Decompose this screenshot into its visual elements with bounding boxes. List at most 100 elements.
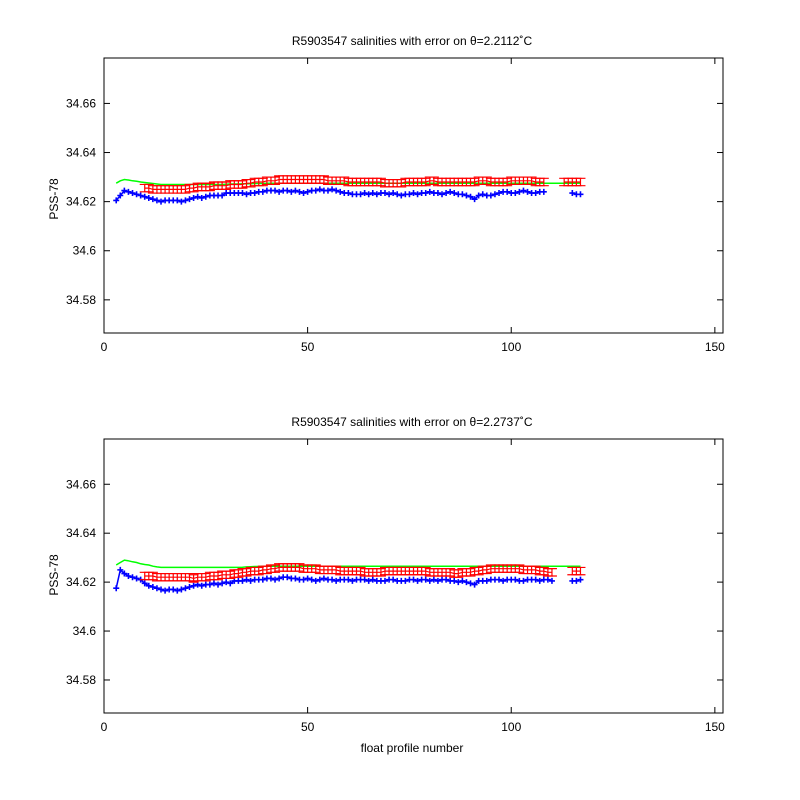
top-blue-data-point — [272, 187, 279, 194]
top-blue-data-point — [202, 193, 209, 200]
top-blue-data-point — [386, 191, 393, 198]
bottom-blue-data-point — [259, 576, 266, 583]
top-blue-data-point — [284, 187, 291, 194]
top-y-tick-label: 34.62 — [66, 195, 96, 209]
top-blue-data-point — [251, 190, 258, 197]
top-y-tick-label: 34.58 — [66, 293, 96, 307]
bottom-blue-data-point — [422, 576, 429, 583]
bottom-blue-data-point — [483, 577, 490, 584]
bottom-blue-data-point — [369, 576, 376, 583]
bottom-blue-data-point — [402, 577, 409, 584]
bottom-blue-data-point — [284, 574, 291, 581]
bottom-blue-data-point — [573, 577, 580, 584]
bottom-blue-data-point — [198, 582, 205, 589]
top-blue-data-point — [447, 188, 454, 195]
bottom-x-tick-label: 0 — [101, 720, 108, 734]
bottom-series-layer — [113, 559, 586, 594]
top-blue-data-point — [129, 190, 136, 197]
bottom-blue-data-point — [158, 586, 165, 593]
bottom-blue-data-point — [170, 586, 177, 593]
bottom-blue-data-point — [206, 581, 213, 588]
top-plot-area: 0 50 100 150 34.58 34.6 34.62 34.64 34.66 — [66, 57, 725, 354]
top-blue-data-point — [475, 192, 482, 199]
top-blue-data-point — [117, 192, 124, 199]
bottom-blue-data-point — [455, 579, 462, 586]
bottom-x-tick-label: 50 — [301, 720, 315, 734]
bottom-blue-data-point — [145, 582, 152, 589]
bottom-red-error-bar — [575, 566, 586, 576]
top-blue-data-point — [190, 194, 197, 201]
bottom-blue-data-point — [520, 577, 527, 584]
top-blue-data-point — [292, 187, 299, 194]
bottom-blue-data-point — [129, 574, 136, 581]
top-blue-data-point — [324, 187, 331, 194]
bottom-blue-data-point — [548, 577, 555, 584]
bottom-blue-data-point — [186, 584, 193, 591]
bottom-red-error-bar — [546, 568, 557, 577]
top-blue-data-point — [532, 190, 539, 197]
top-blue-data-point — [443, 190, 450, 197]
bottom-blue-data-point — [471, 581, 478, 588]
top-blue-data-point — [516, 188, 523, 195]
top-blue-data-point — [422, 190, 429, 197]
bottom-blue-data-point — [459, 577, 466, 584]
bottom-blue-data-point — [410, 576, 417, 583]
bottom-blue-data-point — [532, 576, 539, 583]
bottom-y-tick-label: 34.66 — [66, 477, 96, 491]
top-blue-data-point — [243, 191, 250, 198]
top-blue-data-point — [259, 188, 266, 195]
bottom-blue-data-point — [463, 579, 470, 586]
top-blue-data-point — [381, 190, 388, 197]
top-blue-data-point — [182, 197, 189, 204]
top-blue-data-point — [133, 191, 140, 198]
bottom-blue-data-point — [133, 575, 140, 582]
top-blue-data-point — [439, 191, 446, 198]
top-blue-data-point — [569, 190, 576, 197]
top-blue-data-point — [390, 190, 397, 197]
bottom-blue-data-point — [361, 576, 368, 583]
bottom-x-tick-label: 150 — [705, 720, 725, 734]
bottom-blue-data-point — [414, 577, 421, 584]
top-blue-data-point — [426, 188, 433, 195]
bottom-blue-data-point — [178, 586, 185, 593]
top-blue-data-point — [398, 192, 405, 199]
bottom-blue-data-point — [390, 576, 397, 583]
top-blue-data-point — [153, 197, 160, 204]
top-blue-data-point — [149, 196, 156, 203]
top-blue-data-point — [316, 186, 323, 193]
bottom-blue-data-point — [243, 576, 250, 583]
top-panel: R5903547 salinities with error on θ=2.21… — [47, 34, 725, 354]
top-blue-data-point — [145, 194, 152, 201]
top-blue-data-point — [414, 191, 421, 198]
bottom-blue-data-point — [276, 575, 283, 582]
top-blue-data-point — [451, 190, 458, 197]
bottom-blue-data-point — [267, 575, 274, 582]
top-blue-data-point — [300, 190, 307, 197]
top-blue-data-point — [459, 191, 466, 198]
bottom-plot-area: 0 50 100 150 34.58 34.6 34.62 34.64 34.66 — [66, 438, 725, 734]
bottom-blue-data-point — [174, 587, 181, 594]
bottom-blue-data-point — [239, 577, 246, 584]
top-blue-data-point — [540, 188, 547, 195]
top-blue-data-point — [434, 190, 441, 197]
top-blue-data-point — [219, 192, 226, 199]
top-blue-data-point — [345, 190, 352, 197]
bottom-blue-data-point — [300, 576, 307, 583]
top-blue-data-point — [365, 191, 372, 198]
top-blue-data-point — [178, 198, 185, 205]
bottom-blue-data-point — [443, 576, 450, 583]
bottom-blue-data-point — [434, 577, 441, 584]
top-blue-data-point — [141, 193, 148, 200]
top-y-tick-label: 34.66 — [66, 96, 96, 110]
top-blue-data-point — [158, 198, 165, 205]
top-blue-data-point — [329, 186, 336, 193]
bottom-blue-data-point — [308, 576, 315, 583]
top-series-layer — [113, 175, 586, 205]
top-blue-data-point — [491, 191, 498, 198]
top-blue-data-point — [524, 188, 531, 195]
top-blue-data-point — [463, 192, 470, 199]
top-tick-layer: 0 50 100 150 34.58 34.6 34.62 34.64 34.66 — [66, 58, 725, 354]
top-blue-data-point — [394, 191, 401, 198]
bottom-tick-layer: 0 50 100 150 34.58 34.6 34.62 34.64 34.66 — [66, 439, 725, 734]
